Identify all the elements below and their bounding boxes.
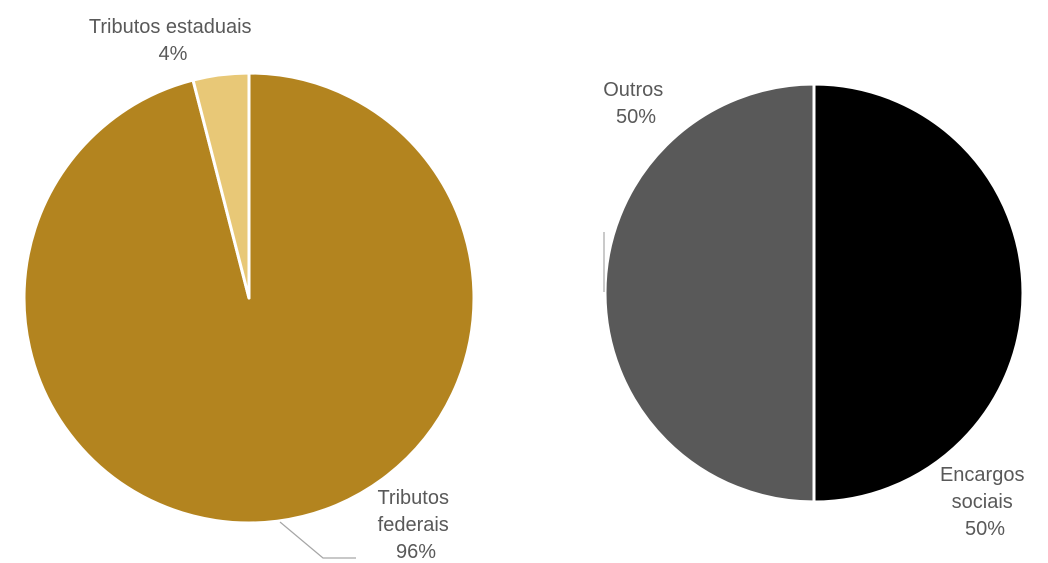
pie-slice-encargos-sociais bbox=[812, 82, 1025, 504]
slice-value-outros: 50% bbox=[616, 106, 656, 128]
slice-value-tributos-federais: 96% bbox=[396, 541, 436, 563]
slice-label-encargos-sociais-line1: Encargos bbox=[940, 464, 1025, 486]
pie-chart-tributos: Tributos federais 96% Tributos estaduais… bbox=[22, 16, 476, 563]
slice-label-outros: Outros bbox=[603, 79, 663, 101]
pie-slice-outros bbox=[603, 82, 816, 504]
slice-label-encargos-sociais-line2: sociais bbox=[952, 491, 1013, 513]
svg-text:Outros 50%: Outros 50% bbox=[603, 79, 669, 128]
pie-chart-encargos: Encargos sociais 50% Outros 50% bbox=[603, 79, 1030, 540]
leader-line-tributos-federais bbox=[279, 521, 356, 559]
svg-text:Tributos federais: Tributos federais 96% bbox=[377, 487, 454, 563]
svg-text:Tributos estaduais 4%: Tributos estaduais 4% bbox=[89, 16, 257, 65]
slice-value-encargos-sociais: 50% bbox=[965, 518, 1005, 540]
slice-label-tributos-federais-line1: Tributos bbox=[377, 487, 449, 509]
slice-value-tributos-estaduais: 4% bbox=[159, 43, 188, 65]
slice-label-tributos-estaduais: Tributos estaduais bbox=[89, 16, 252, 38]
slice-label-tributos-federais-line2: federais bbox=[378, 514, 449, 536]
svg-text:Encargos sociais 5: Encargos sociais 50% bbox=[940, 464, 1030, 540]
pie-slice-tributos-estaduais bbox=[191, 71, 251, 300]
